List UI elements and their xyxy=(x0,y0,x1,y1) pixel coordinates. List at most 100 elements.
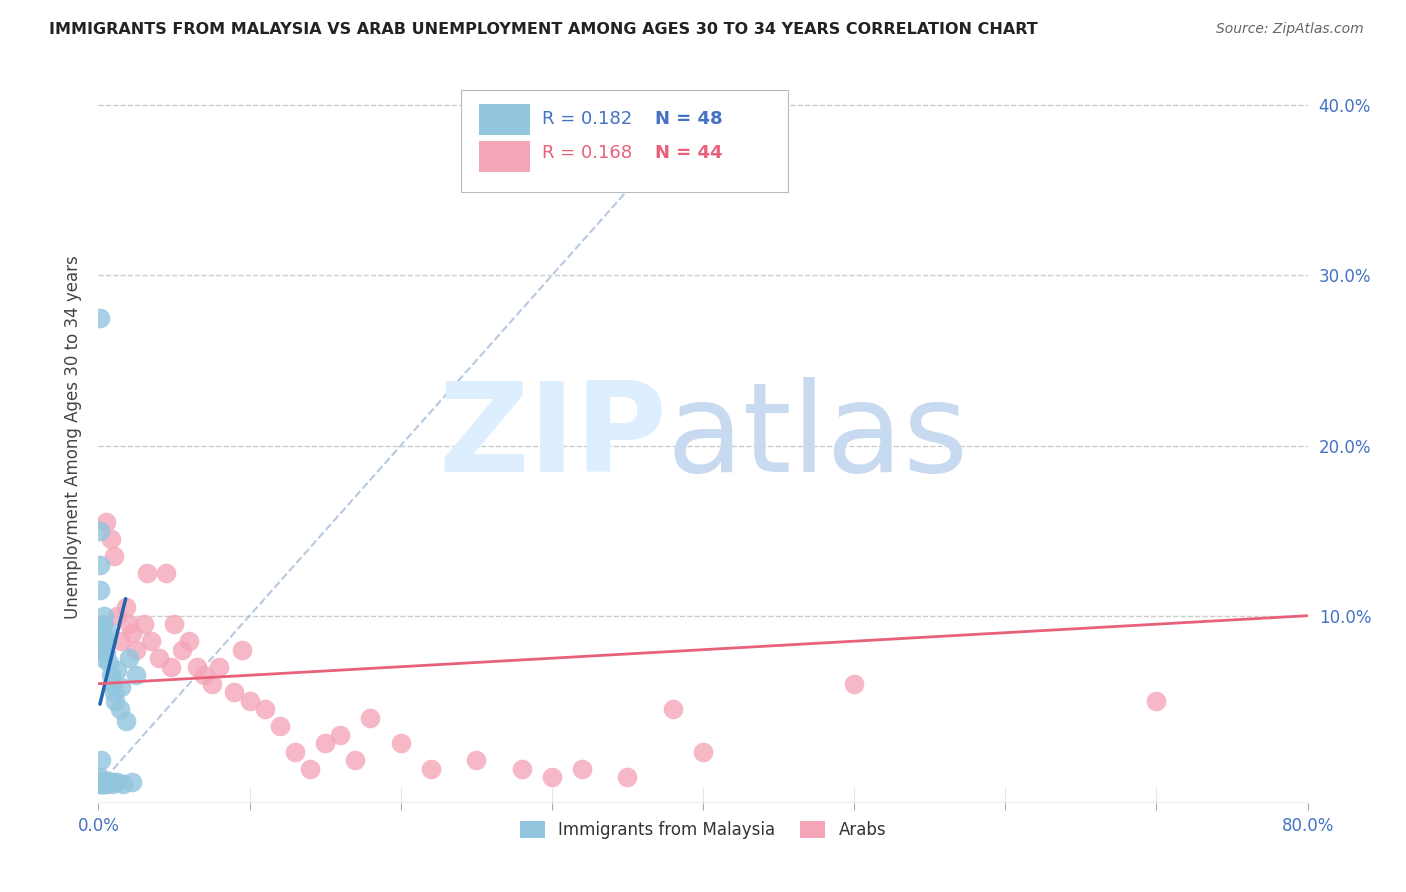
Point xyxy=(186,659,208,673)
Text: Source: ZipAtlas.com: Source: ZipAtlas.com xyxy=(1216,22,1364,37)
Point xyxy=(132,617,155,632)
Point xyxy=(661,702,683,716)
Point xyxy=(148,651,170,665)
Point xyxy=(89,770,111,784)
Point xyxy=(420,762,443,776)
Point xyxy=(100,532,122,546)
Point xyxy=(89,777,111,791)
Point xyxy=(170,642,193,657)
Point xyxy=(94,515,117,529)
Point xyxy=(91,617,114,632)
Point xyxy=(239,694,262,708)
Point xyxy=(94,777,117,791)
Point xyxy=(93,773,115,788)
Point xyxy=(571,762,593,776)
Point xyxy=(94,622,117,636)
Point xyxy=(224,685,246,699)
Point xyxy=(314,736,336,750)
Point xyxy=(329,728,352,742)
Point xyxy=(100,775,122,789)
Point xyxy=(91,640,114,654)
FancyBboxPatch shape xyxy=(461,90,787,192)
Point xyxy=(360,711,382,725)
Point xyxy=(98,775,121,789)
Point xyxy=(111,777,134,791)
Point xyxy=(1144,694,1167,708)
Point xyxy=(163,617,186,632)
Point xyxy=(299,762,322,776)
Point xyxy=(105,608,128,623)
Point xyxy=(90,753,112,767)
Point xyxy=(89,583,111,598)
Point xyxy=(94,646,117,660)
Point xyxy=(89,775,111,789)
Point xyxy=(104,694,127,708)
FancyBboxPatch shape xyxy=(479,104,530,135)
Point xyxy=(100,668,122,682)
Y-axis label: Unemployment Among Ages 30 to 34 years: Unemployment Among Ages 30 to 34 years xyxy=(65,255,83,619)
Text: R = 0.182: R = 0.182 xyxy=(543,110,633,128)
Point xyxy=(121,625,143,640)
Text: ZIP: ZIP xyxy=(439,376,666,498)
Point xyxy=(89,773,111,788)
Point xyxy=(616,770,638,784)
Point xyxy=(125,642,148,657)
Point xyxy=(90,625,112,640)
Text: N = 48: N = 48 xyxy=(655,110,723,128)
Point xyxy=(103,685,125,699)
Point xyxy=(89,311,111,326)
Point xyxy=(103,775,125,789)
Point xyxy=(90,642,112,657)
Point xyxy=(465,753,488,767)
Point xyxy=(201,677,224,691)
Point xyxy=(114,600,136,615)
Point xyxy=(160,659,183,673)
Point xyxy=(89,524,111,538)
Point xyxy=(90,634,112,648)
Text: IMMIGRANTS FROM MALAYSIA VS ARAB UNEMPLOYMENT AMONG AGES 30 TO 34 YEARS CORRELAT: IMMIGRANTS FROM MALAYSIA VS ARAB UNEMPLO… xyxy=(49,22,1038,37)
Point xyxy=(540,770,562,784)
Point xyxy=(344,753,367,767)
Legend: Immigrants from Malaysia, Arabs: Immigrants from Malaysia, Arabs xyxy=(513,814,893,846)
Point xyxy=(93,629,115,643)
Point xyxy=(118,651,141,665)
Point xyxy=(98,657,121,671)
Point xyxy=(118,617,141,632)
Point xyxy=(94,773,117,788)
Point xyxy=(844,677,866,691)
Point xyxy=(125,668,148,682)
Point xyxy=(103,549,125,563)
Point xyxy=(105,775,128,789)
Point xyxy=(284,745,307,759)
Point xyxy=(96,775,118,789)
Point xyxy=(114,714,136,728)
Point xyxy=(90,777,112,791)
Point xyxy=(510,762,533,776)
Point xyxy=(89,558,111,572)
Point xyxy=(93,608,115,623)
Point xyxy=(121,775,143,789)
Point xyxy=(91,777,114,791)
Point xyxy=(155,566,177,581)
Point xyxy=(231,642,253,657)
Point xyxy=(105,663,128,677)
Point xyxy=(90,775,112,789)
Point xyxy=(89,775,111,789)
Text: atlas: atlas xyxy=(666,376,969,498)
Point xyxy=(208,659,231,673)
Text: R = 0.168: R = 0.168 xyxy=(543,145,633,162)
Text: N = 44: N = 44 xyxy=(655,145,723,162)
Point xyxy=(193,668,215,682)
Point xyxy=(96,634,118,648)
Point xyxy=(91,775,114,789)
Point xyxy=(108,702,131,716)
FancyBboxPatch shape xyxy=(479,141,530,171)
Point xyxy=(93,777,115,791)
Point xyxy=(253,702,276,716)
Point xyxy=(141,634,163,648)
Point xyxy=(692,745,714,759)
Point xyxy=(135,566,157,581)
Point xyxy=(389,736,412,750)
Point xyxy=(110,634,132,648)
Point xyxy=(101,677,124,691)
